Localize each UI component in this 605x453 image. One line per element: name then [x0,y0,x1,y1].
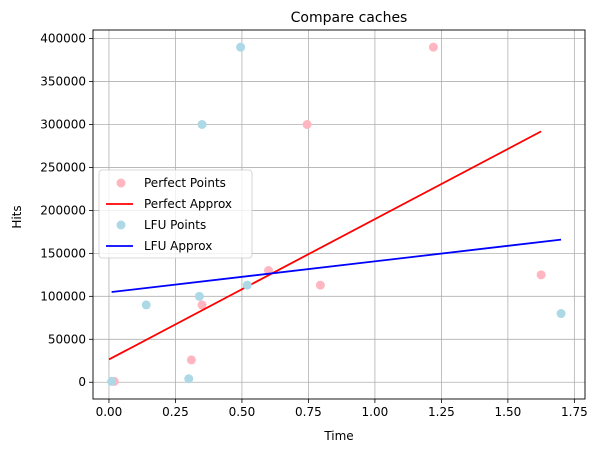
x-tick-label: 1.00 [362,405,389,419]
x-axis-label: Time [323,429,353,443]
x-axis: 0.00 0.25 0.50 0.75 1.00 1.25 1.50 1.75 [96,399,588,419]
plot-area [107,42,566,386]
scatter-point [315,280,325,290]
scatter-point [556,309,566,319]
scatter-point [107,376,117,386]
scatter-point [428,42,438,52]
y-tick-label: 300000 [40,118,86,132]
legend-label: Perfect Points [144,176,226,190]
legend-label: LFU Points [144,218,206,232]
scatter-point [236,42,246,52]
y-tick-label: 200000 [40,203,86,217]
scatter-point [141,300,151,310]
scatter-point [186,355,196,365]
y-tick-label: 150000 [40,246,86,260]
legend-label: LFU Approx [144,239,212,253]
y-tick-label: 400000 [40,32,86,46]
legend-marker [116,220,126,230]
scatter-point [302,120,312,130]
x-tick-label: 0.00 [96,405,123,419]
legend-box [98,169,253,259]
scatter-point [536,270,546,280]
scatter-point [184,374,194,384]
axes-frame [92,29,586,400]
chart-title: Compare caches [291,10,408,26]
y-tick-label: 350000 [40,75,86,89]
y-axis-label: Hits [10,205,24,228]
y-tick-label: 50000 [48,332,86,346]
y-tick-label: 100000 [40,289,86,303]
regression-line [108,130,542,361]
legend-marker [116,178,126,188]
scatter-point [197,300,207,310]
regression-line [111,238,562,293]
x-tick-label: 1.50 [495,405,522,419]
x-tick-label: 1.25 [428,405,455,419]
legend: Perfect Points Perfect Approx LFU Points LF… [98,169,253,259]
legend-label: Perfect Approx [144,197,232,211]
y-axis: 0 50000 100000 150000 200000 250000 300000 3500… [40,32,93,389]
scatter-point [197,120,207,130]
scatter-point [194,291,204,301]
x-tick-label: 0.50 [229,405,256,419]
scatter-point [242,280,252,290]
x-tick-label: 1.75 [561,405,588,419]
y-tick-label: 250000 [40,160,86,174]
x-tick-label: 0.75 [295,405,322,419]
y-tick-label: 0 [78,375,86,389]
x-tick-label: 0.25 [162,405,189,419]
